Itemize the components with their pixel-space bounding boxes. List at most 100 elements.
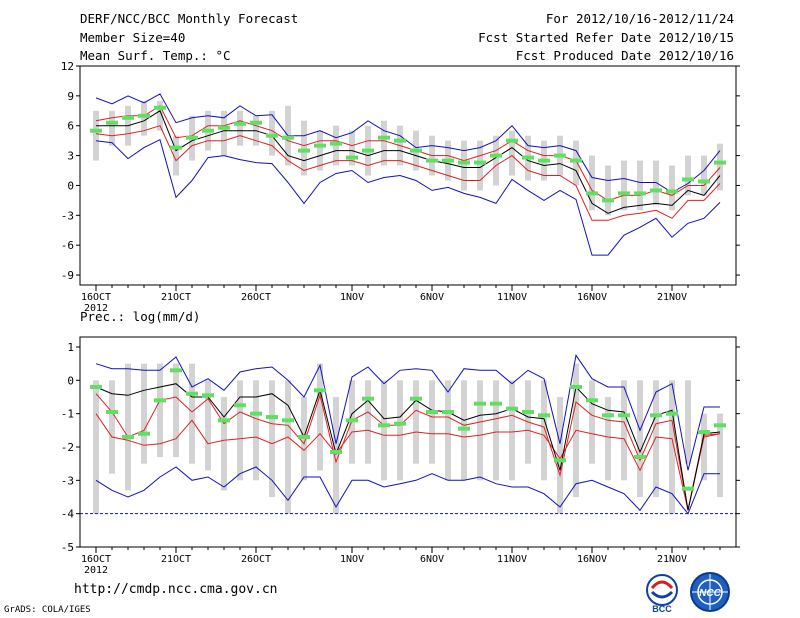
panel2-box	[253, 380, 259, 481]
panel1-y-tick-label: 9	[67, 90, 74, 103]
panel1-box	[157, 100, 163, 131]
panel1-median-mark	[122, 115, 134, 120]
panel1-median-mark	[522, 155, 534, 160]
panel2-y-tick-label: -2	[61, 441, 74, 454]
panel1-median-mark	[426, 158, 438, 163]
panel1-median-mark	[490, 153, 502, 158]
source-url[interactable]: http://cmdp.ncc.cma.gov.cn	[74, 582, 278, 597]
panel1-median-mark	[362, 148, 374, 153]
panel1-box	[605, 165, 611, 216]
panel1-median-mark	[234, 121, 246, 126]
panel2-spread-lower-line	[95, 413, 721, 511]
panel1-box	[237, 110, 243, 146]
panel2-y-tick-label: -5	[61, 541, 74, 554]
panel1-median-mark	[154, 105, 166, 110]
panel2-box	[269, 380, 275, 497]
panel2-box	[445, 380, 451, 481]
panel1-x-tick-label: 16NOV	[577, 292, 607, 303]
panel1-x-tick-label: 26OCT	[241, 292, 271, 303]
ncc-logo-text: NCC	[699, 588, 721, 599]
panel2-box	[317, 363, 323, 471]
panel2-x-tick-label: 21OCT	[161, 554, 191, 565]
variable-label: Mean Surf. Temp.: °C	[80, 48, 231, 63]
panel1-box	[701, 155, 707, 196]
panel1-box	[109, 110, 115, 146]
panel1-spread-lower-line	[95, 125, 721, 221]
panel1-median-mark	[266, 133, 278, 138]
panel2-box	[221, 397, 227, 491]
panel2-median-mark	[618, 413, 630, 418]
forecast-period-label: For 2012/10/16-2012/11/24	[545, 11, 734, 26]
panel2-median-mark	[218, 418, 230, 423]
panel1-box	[621, 160, 627, 211]
panel1-frame	[79, 65, 737, 286]
bcc-logo-text: BCC	[652, 604, 672, 614]
grads-credit: GrADS: COLA/IGES	[4, 605, 91, 615]
panel2-x-tick-label: 1NOV	[340, 554, 364, 565]
panel2-box	[93, 380, 99, 514]
panel2-box	[413, 380, 419, 464]
panel1-y-tick-label: -6	[61, 239, 74, 252]
panel2-ensemble-max-line	[95, 354, 720, 471]
panel1-median-mark	[90, 128, 102, 133]
panel2-median-mark	[250, 411, 262, 416]
panel2-box	[621, 380, 627, 481]
panel2-median-mark	[474, 401, 486, 406]
panel1-median-mark	[378, 135, 390, 140]
panel1-year-label: 2012	[84, 303, 108, 314]
panel1-median-mark	[170, 145, 182, 150]
panel2-median-mark	[186, 391, 198, 396]
panel1-median-mark	[458, 160, 470, 165]
panel1-box	[221, 110, 227, 156]
panel2-box	[541, 380, 547, 481]
panel2-y-tick-label: -1	[61, 408, 74, 421]
panel2-box	[125, 363, 131, 491]
forecast-produced-label: Fcst Produced Date 2012/10/16	[515, 48, 734, 63]
panel1-median-mark	[666, 189, 678, 194]
panel1-box	[669, 165, 675, 211]
panel1-box	[509, 130, 515, 176]
panel2-median-mark	[362, 396, 374, 401]
panel1-x-tick-label: 21OCT	[161, 292, 191, 303]
panel2-median-mark	[314, 388, 326, 393]
panel1-y-tick-label: -9	[61, 269, 74, 282]
panel2-median-mark	[122, 435, 134, 439]
panel2-x-tick-label: 6NOV	[420, 554, 444, 565]
panel2-box	[685, 380, 691, 464]
panel1-median-mark	[634, 191, 646, 196]
panel1-box	[493, 135, 499, 186]
panel1-median-mark	[442, 158, 454, 163]
panel2-box	[589, 380, 595, 464]
panel2-y-tick-label: -4	[61, 508, 75, 521]
panel2-median-mark	[266, 415, 278, 419]
panel2-median-mark	[682, 486, 694, 491]
panel1-spread-upper-line	[95, 105, 721, 201]
panel2-x-tick-label: 16NOV	[577, 554, 607, 565]
panel2-ensemble-mean-line	[95, 383, 721, 511]
panel2-median-mark	[634, 455, 646, 459]
panel1-y-tick-label: -3	[61, 209, 74, 222]
panel2-box	[653, 380, 659, 497]
panel1-box	[717, 143, 723, 191]
panel1-median-mark	[218, 125, 230, 130]
panel1-median-mark	[506, 138, 518, 143]
panel2-median-mark	[458, 426, 470, 431]
panel2-box	[109, 380, 115, 474]
panel1-y-tick-label: 0	[67, 179, 74, 192]
panel2-box	[365, 380, 371, 464]
panel1-median-mark	[138, 113, 150, 118]
panel2-median-mark	[346, 418, 358, 423]
panel2-box	[285, 380, 291, 514]
bcc-logo: BCC	[646, 574, 678, 614]
panel2-median-mark	[554, 458, 566, 463]
panel2-median-mark	[170, 368, 182, 373]
panel2-y-tick-label: 1	[67, 341, 74, 354]
panel2-x-tick-label: 11NOV	[497, 554, 527, 565]
panel1-median-mark	[682, 177, 694, 182]
panel1-ensemble-max-line	[95, 93, 721, 193]
panel2-median-mark	[506, 406, 518, 411]
panel2-box	[141, 363, 147, 464]
panel2-x-tick-label: 26OCT	[241, 554, 271, 565]
panel2-median-mark	[650, 413, 662, 418]
